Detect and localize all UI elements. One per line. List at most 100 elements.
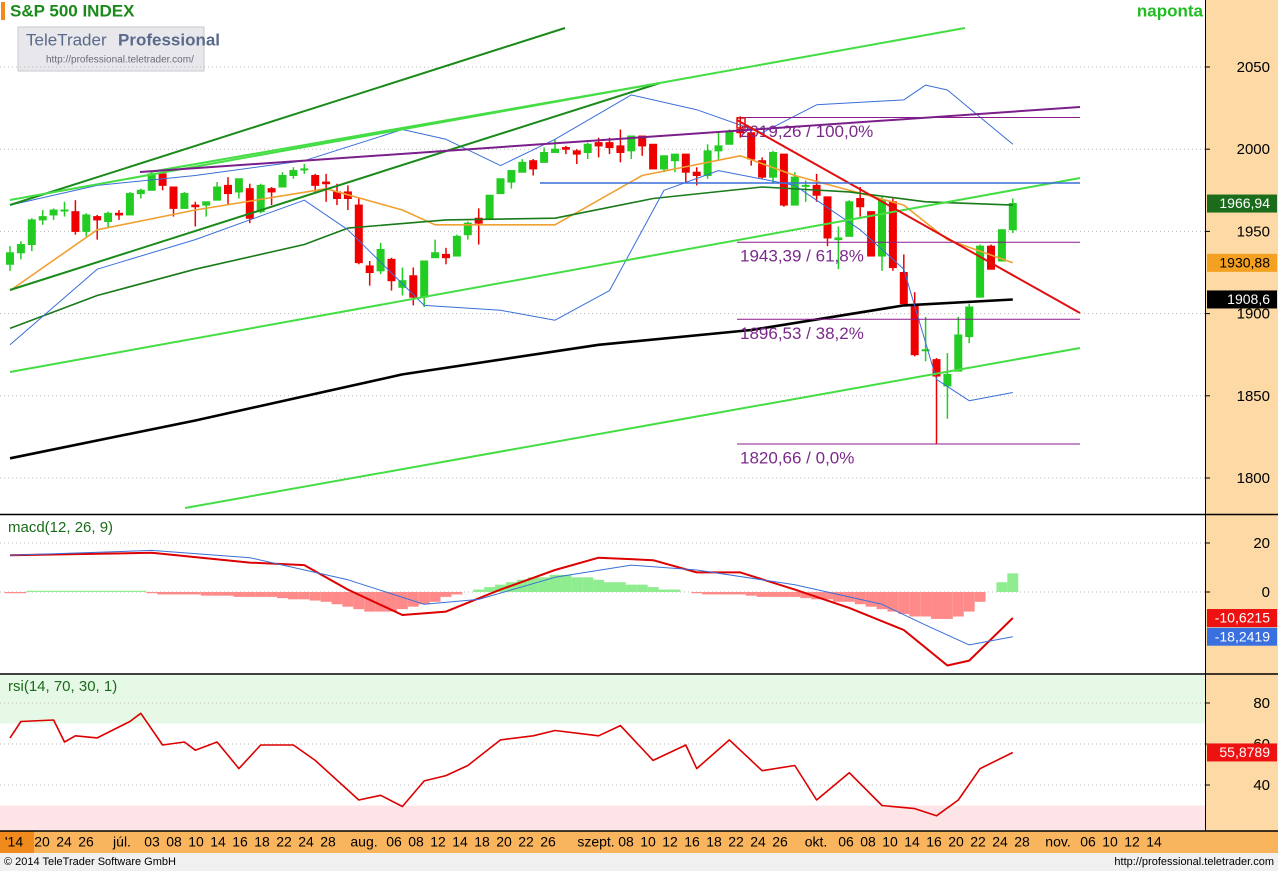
histogram-bar: [800, 592, 812, 599]
indicator-line: [9, 84, 1014, 206]
panel-title: macd(12, 26, 9): [8, 519, 113, 536]
candle-body: [409, 275, 418, 298]
logo-product: Professional: [118, 30, 220, 49]
histogram-bar: [734, 592, 746, 595]
trend-line: [9, 82, 661, 291]
histogram-bar: [527, 577, 539, 593]
candle-body: [954, 334, 963, 372]
histogram-bar: [168, 592, 179, 595]
x-tick-label: 22: [276, 834, 292, 850]
histogram-bar: [887, 592, 899, 612]
candle-body: [856, 198, 865, 208]
indicator-line: [9, 549, 1013, 646]
candle-body: [82, 214, 91, 232]
histogram-bar: [440, 592, 452, 597]
logo-url: http://professional.teletrader.com/: [46, 55, 194, 66]
candle-body: [147, 173, 156, 191]
candle-body: [224, 184, 232, 195]
chart-title: S&P 500 INDEX: [10, 1, 135, 20]
y-tick-label: 1950: [1237, 223, 1270, 240]
candle-body: [93, 216, 102, 221]
y-tick-label: 1900: [1237, 306, 1270, 323]
histogram-bar: [15, 592, 27, 594]
value-box: [1207, 627, 1277, 646]
value-box-label: -10,6215: [1215, 610, 1270, 626]
histogram-bar: [211, 592, 223, 596]
histogram-bar: [157, 592, 169, 595]
x-tick-label: 10: [882, 834, 898, 850]
histogram-bar: [865, 592, 877, 607]
histogram-bar: [146, 592, 158, 594]
candle-body: [104, 212, 113, 223]
histogram-bar: [320, 592, 332, 602]
candle-body: [354, 204, 363, 264]
y-tick-label: 80: [1253, 695, 1270, 712]
trend-anchor: [736, 117, 746, 129]
candle-body: [987, 245, 995, 270]
footer-url: http://professional.teletrader.com: [1114, 856, 1274, 868]
x-tick-label: júl.: [112, 834, 131, 850]
histogram-bar: [309, 592, 321, 601]
x-tick-label: 08: [408, 834, 424, 850]
histogram-bar: [538, 577, 550, 593]
histogram-bar: [778, 592, 790, 597]
histogram-bar: [876, 592, 888, 610]
indicator-line: [9, 712, 1014, 817]
candle-body: [638, 135, 647, 147]
histogram-bar: [1007, 573, 1019, 593]
histogram-bar: [636, 584, 648, 593]
candle-body: [551, 148, 559, 153]
candle-body: [649, 143, 658, 170]
histogram-bar: [963, 592, 975, 612]
candle-body: [289, 170, 298, 176]
trend-line: [736, 119, 1081, 314]
x-tick-label: 20: [948, 834, 964, 850]
histogram-bar: [135, 590, 147, 593]
x-tick-label: 14: [452, 834, 468, 850]
histogram-bar: [974, 592, 986, 602]
histogram-bar: [560, 574, 572, 593]
trend-line: [9, 27, 966, 201]
candle-body: [529, 160, 538, 170]
histogram-bar: [375, 592, 387, 612]
x-tick-label: 16: [684, 834, 700, 850]
histogram-bar: [582, 577, 594, 593]
candle-body: [660, 155, 668, 170]
candle-body: [420, 260, 429, 298]
candle-body: [267, 188, 276, 193]
value-box-label: 55,8789: [1219, 744, 1270, 760]
date-axis-background: [0, 831, 1278, 853]
candle-body: [943, 373, 952, 387]
histogram-bar: [484, 587, 496, 593]
candle-body: [899, 271, 908, 305]
histogram-bar: [91, 590, 103, 593]
candle-body: [507, 170, 516, 183]
x-tick-label: 14: [210, 834, 226, 850]
histogram-bar: [854, 592, 866, 605]
candle-body: [234, 178, 243, 193]
x-tick-label: 06: [838, 834, 854, 850]
candle-body: [125, 193, 134, 216]
candle-body: [49, 209, 58, 216]
histogram-bar: [832, 592, 844, 602]
y-tick-label: 40: [1253, 777, 1270, 794]
candle-body: [6, 252, 14, 265]
x-tick-label: 18: [474, 834, 490, 850]
candle-body: [71, 211, 80, 232]
histogram-bar: [669, 589, 681, 593]
logo: TeleTrader Professional http://professio…: [17, 26, 220, 72]
x-tick-label: 28: [1014, 834, 1030, 850]
x-tick-label: 12: [1124, 834, 1140, 850]
value-box: [1207, 194, 1277, 213]
overbought-zone: [0, 675, 1205, 724]
x-tick-label: 24: [992, 834, 1008, 850]
candle-body: [180, 193, 189, 209]
value-box: [1207, 743, 1277, 762]
candle-body: [692, 171, 701, 176]
candle-body: [27, 219, 36, 246]
value-box: [1207, 290, 1277, 309]
candle-body: [976, 245, 985, 298]
candle-body: [921, 349, 930, 352]
overlay: 1800 1850 1900 1950 2000 2050 '14 20 24 26 júl. 03 0…: [5, 59, 1277, 850]
histogram-bar: [756, 592, 768, 597]
